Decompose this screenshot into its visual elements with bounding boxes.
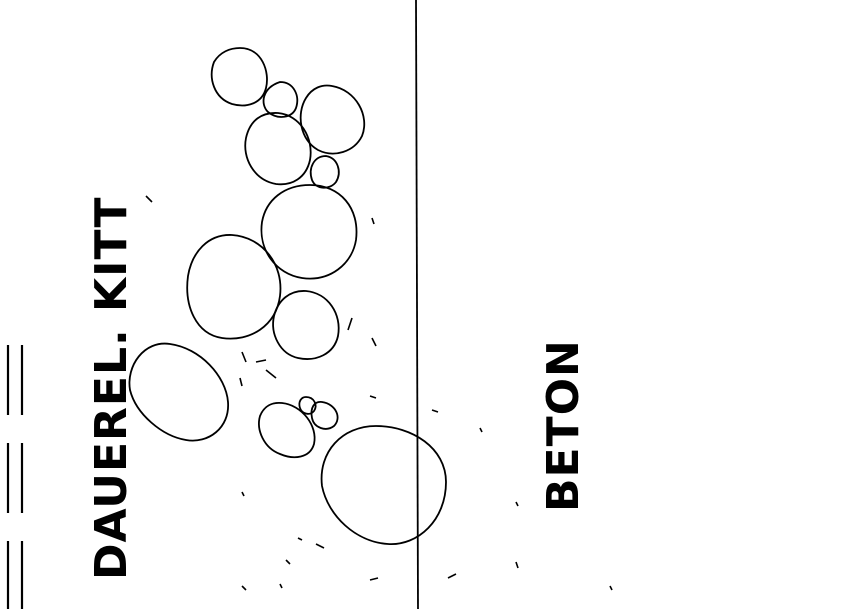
- stone: [299, 84, 366, 155]
- edge-lines: [6, 345, 24, 609]
- stone: [298, 396, 317, 415]
- stone: [260, 184, 358, 280]
- stone: [186, 234, 282, 340]
- stone: [258, 401, 316, 459]
- interface-line: [415, 0, 419, 609]
- stone: [310, 401, 339, 430]
- stone: [309, 155, 340, 189]
- stone: [244, 112, 312, 186]
- stone: [210, 47, 268, 107]
- stone: [272, 290, 340, 360]
- stone: [128, 342, 229, 442]
- stone: [320, 425, 447, 545]
- label-concrete: BETON: [538, 339, 589, 512]
- label-sealant: DAUEREL. KITT: [86, 196, 137, 580]
- sand-specks: [145, 195, 613, 591]
- stone: [262, 81, 299, 118]
- aggregate-stones: [128, 47, 447, 545]
